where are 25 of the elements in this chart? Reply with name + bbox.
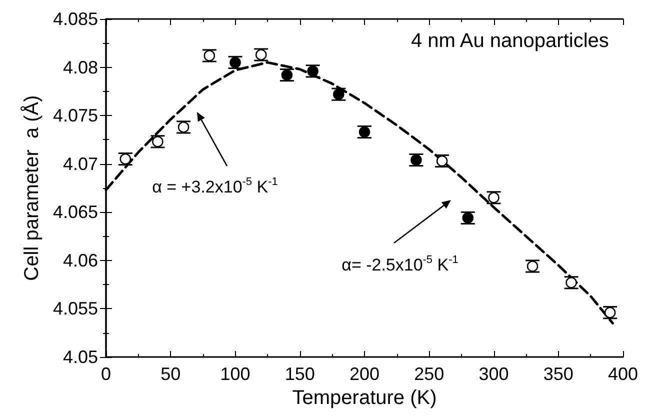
y-tick-label: 4.085 <box>52 9 98 29</box>
x-tick-label: 100 <box>220 364 250 384</box>
y-tick-label: 4.08 <box>62 57 98 78</box>
point <box>410 154 422 166</box>
x-tick-label: 250 <box>414 364 444 384</box>
x-tick-label: 400 <box>608 364 638 384</box>
x-tick-label: 0 <box>100 364 112 384</box>
y-tick-label: 4.07 <box>62 154 98 174</box>
y-tick-label: 4.055 <box>52 298 98 319</box>
y-tick-label: 4.075 <box>52 106 98 126</box>
y-tick-label: 4.05 <box>62 347 98 367</box>
y-tick-label: 4.065 <box>52 202 98 222</box>
point <box>307 66 318 77</box>
x-tick-label: 350 <box>543 364 574 384</box>
text: 4 nm Au nanoparticles <box>410 30 609 52</box>
x-axis-title: Temperature (K) <box>292 386 437 409</box>
x-tick-label: 150 <box>284 364 315 384</box>
x-tick-label: 300 <box>478 364 509 384</box>
y-tick-label: 4.06 <box>62 250 98 270</box>
x-tick-label: 200 <box>349 364 380 384</box>
point <box>152 136 164 148</box>
y-axis-title: Cell parameter a (Å) <box>20 95 44 281</box>
point <box>566 276 577 288</box>
x-tick-label: 50 <box>160 364 181 384</box>
point <box>333 88 344 100</box>
